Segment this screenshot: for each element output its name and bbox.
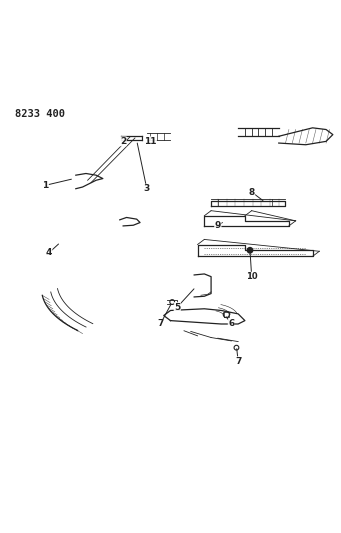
Text: 2: 2 bbox=[120, 137, 126, 146]
Text: 8233 400: 8233 400 bbox=[15, 109, 65, 119]
Text: 7: 7 bbox=[235, 357, 241, 366]
Text: 6: 6 bbox=[228, 319, 235, 328]
Text: 3: 3 bbox=[144, 184, 150, 193]
Text: 7: 7 bbox=[157, 319, 164, 328]
Text: 10: 10 bbox=[246, 272, 257, 281]
Text: 5: 5 bbox=[174, 303, 180, 312]
Text: 1: 1 bbox=[42, 181, 48, 190]
Text: 4: 4 bbox=[46, 248, 52, 257]
Text: 11: 11 bbox=[144, 137, 157, 146]
Text: 8: 8 bbox=[249, 188, 255, 197]
Circle shape bbox=[247, 247, 253, 253]
Text: 9: 9 bbox=[215, 221, 221, 230]
